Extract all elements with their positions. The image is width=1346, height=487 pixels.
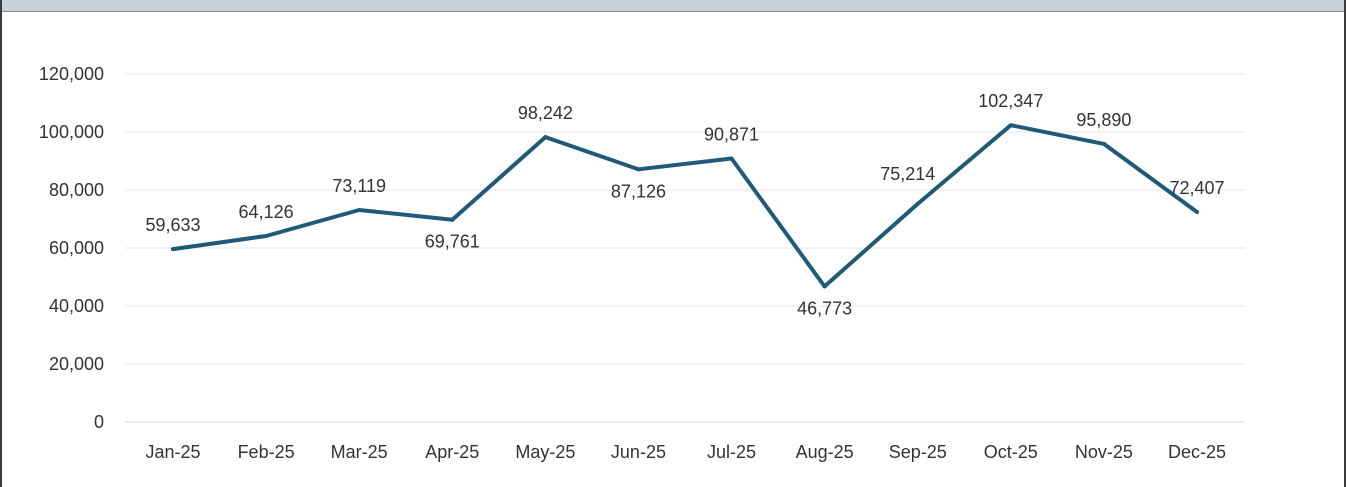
y-tick-label: 20,000 xyxy=(49,354,104,374)
data-point xyxy=(264,234,269,239)
data-point xyxy=(1195,210,1199,215)
y-tick-label: 40,000 xyxy=(49,296,104,316)
data-point xyxy=(171,247,175,252)
x-tick-label: Nov-25 xyxy=(1075,442,1133,462)
y-axis-ticks: 0 20,000 40,000 60,000 80,000 100,000 120,000 xyxy=(39,64,104,432)
data-label: 69,761 xyxy=(425,232,480,252)
data-label: 64,126 xyxy=(239,202,294,222)
series-group xyxy=(171,123,1199,289)
data-label: 102,347 xyxy=(978,91,1043,111)
x-tick-label: Oct-25 xyxy=(984,442,1038,462)
gridlines xyxy=(125,73,1245,423)
data-label: 46,773 xyxy=(797,298,852,318)
data-point xyxy=(822,284,827,289)
data-label: 90,871 xyxy=(704,124,759,144)
header-strip xyxy=(0,0,1346,12)
data-label: 75,214 xyxy=(880,164,935,184)
y-tick-label: 120,000 xyxy=(39,64,104,84)
x-tick-label: Aug-25 xyxy=(796,442,854,462)
y-tick-label: 100,000 xyxy=(39,122,104,142)
x-axis-ticks: Jan-25 Feb-25 Mar-25 Apr-25 May-25 Jun-25 Jul-… xyxy=(145,442,1226,462)
x-tick-label: Jan-25 xyxy=(145,442,200,462)
frame-border-left xyxy=(0,0,2,487)
data-point xyxy=(1101,141,1106,146)
frame-border-right xyxy=(1344,0,1346,487)
x-tick-label: Mar-25 xyxy=(331,442,388,462)
data-labels: 59,633 64,126 73,119 69,761 98,242 87,126 90,8… xyxy=(145,91,1224,318)
x-tick-label: Jul-25 xyxy=(707,442,756,462)
data-label: 59,633 xyxy=(145,215,200,235)
x-tick-label: May-25 xyxy=(515,442,575,462)
y-tick-label: 80,000 xyxy=(49,180,104,200)
y-tick-label: 60,000 xyxy=(49,238,104,258)
data-label: 95,890 xyxy=(1076,110,1131,130)
x-tick-label: Sep-25 xyxy=(889,442,947,462)
data-point xyxy=(729,156,734,161)
data-point xyxy=(636,167,641,172)
x-tick-label: Apr-25 xyxy=(425,442,479,462)
data-label: 72,407 xyxy=(1169,178,1224,198)
data-label: 98,242 xyxy=(518,103,573,123)
data-label: 87,126 xyxy=(611,181,666,201)
data-point xyxy=(450,217,455,222)
data-point xyxy=(915,201,920,206)
x-tick-label: Jun-25 xyxy=(611,442,666,462)
x-tick-label: Dec-25 xyxy=(1168,442,1226,462)
data-point xyxy=(357,207,362,212)
x-tick-label: Feb-25 xyxy=(238,442,295,462)
series-line xyxy=(171,123,1199,289)
data-point xyxy=(1008,123,1013,128)
data-label: 73,119 xyxy=(332,176,386,196)
y-tick-label: 0 xyxy=(94,412,104,432)
data-point xyxy=(543,135,548,140)
